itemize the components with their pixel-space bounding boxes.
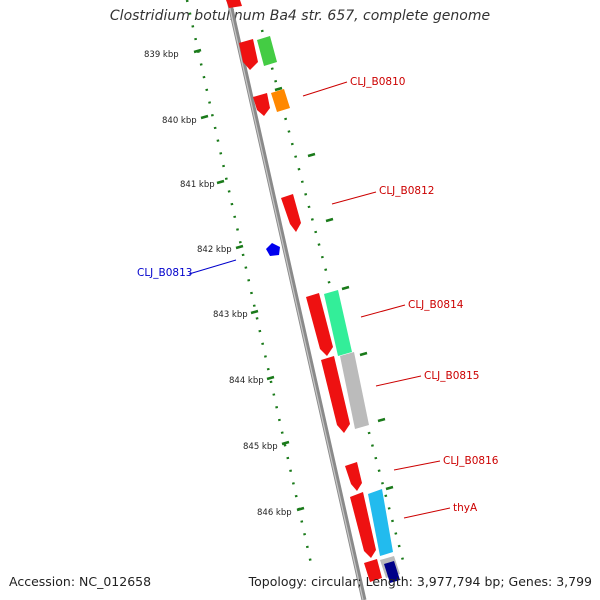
gene-arrow: [350, 492, 376, 558]
gene-block-teal: [324, 290, 352, 356]
accession-text: Accession: NC_012658: [9, 574, 152, 589]
gene-arrow: [226, 0, 242, 8]
backbone-highlight: [227, 0, 364, 600]
gene-block-orange: [271, 89, 290, 112]
tick-label: 843 kbp: [213, 310, 248, 320]
gene-label[interactable]: CLJ_B0814: [408, 299, 464, 311]
track-ring-inner: [260, 29, 407, 569]
tick-843: [250, 309, 259, 315]
gene-arrow: [321, 356, 350, 433]
gene-arrow: [281, 194, 301, 232]
label-line: [188, 259, 237, 275]
genome-summary-text: Topology: circular; Length: 3,977,794 bp…: [248, 574, 592, 589]
map-title: Clostridium botulinum Ba4 str. 657, comp…: [109, 8, 491, 24]
gene-label[interactable]: CLJ_B0813: [137, 267, 192, 279]
inner-tick: [325, 217, 334, 223]
genome-backbone: [226, 0, 367, 600]
tick-840: [200, 114, 209, 120]
gene-arrow: [306, 293, 333, 356]
scale-ticks: [193, 48, 305, 512]
tick-label: 841 kbp: [180, 180, 215, 190]
inner-tick: [307, 152, 316, 158]
tick-label: 844 kbp: [229, 376, 264, 386]
tick-label: 839 kbp: [144, 50, 179, 60]
tick-839: [193, 48, 202, 54]
gene-arrow-blue: [266, 243, 280, 256]
label-line: [403, 507, 451, 519]
gene-arrow: [239, 39, 258, 70]
inner-tick: [274, 86, 283, 92]
label-line: [375, 375, 422, 387]
tick-label: 840 kbp: [162, 116, 197, 126]
tick-label: 842 kbp: [197, 245, 232, 255]
inner-ticks: [274, 86, 394, 491]
gene-label[interactable]: CLJ_B0815: [424, 370, 479, 382]
gene-label[interactable]: CLJ_B0812: [379, 185, 434, 197]
inner-tick: [377, 417, 386, 423]
gene-label[interactable]: CLJ_B0810: [350, 76, 405, 88]
gene-block-navy: [384, 561, 400, 583]
label-line: [360, 304, 406, 318]
gene-block-sky: [368, 489, 393, 556]
tick-841: [216, 179, 225, 185]
tick-844: [266, 375, 275, 381]
inner-tick: [359, 351, 368, 357]
tick-842: [235, 244, 244, 250]
gene-features: [226, 0, 400, 583]
inner-tick: [385, 485, 394, 491]
gene-label[interactable]: thyA: [453, 502, 478, 514]
tick-label: 846 kbp: [257, 508, 292, 518]
gene-arrow: [345, 462, 362, 491]
gene-label[interactable]: CLJ_B0816: [443, 455, 499, 467]
gene-block-grey: [340, 352, 369, 429]
tick-label: 845 kbp: [243, 442, 278, 452]
gene-arrow: [364, 559, 382, 582]
label-line: [393, 460, 441, 471]
gene-arrow: [253, 93, 270, 116]
gene-block-green: [257, 36, 277, 66]
inner-tick: [341, 285, 350, 291]
label-line: [331, 191, 377, 205]
tick-846: [296, 506, 305, 512]
label-line: [302, 81, 348, 97]
tick-845: [281, 440, 290, 446]
